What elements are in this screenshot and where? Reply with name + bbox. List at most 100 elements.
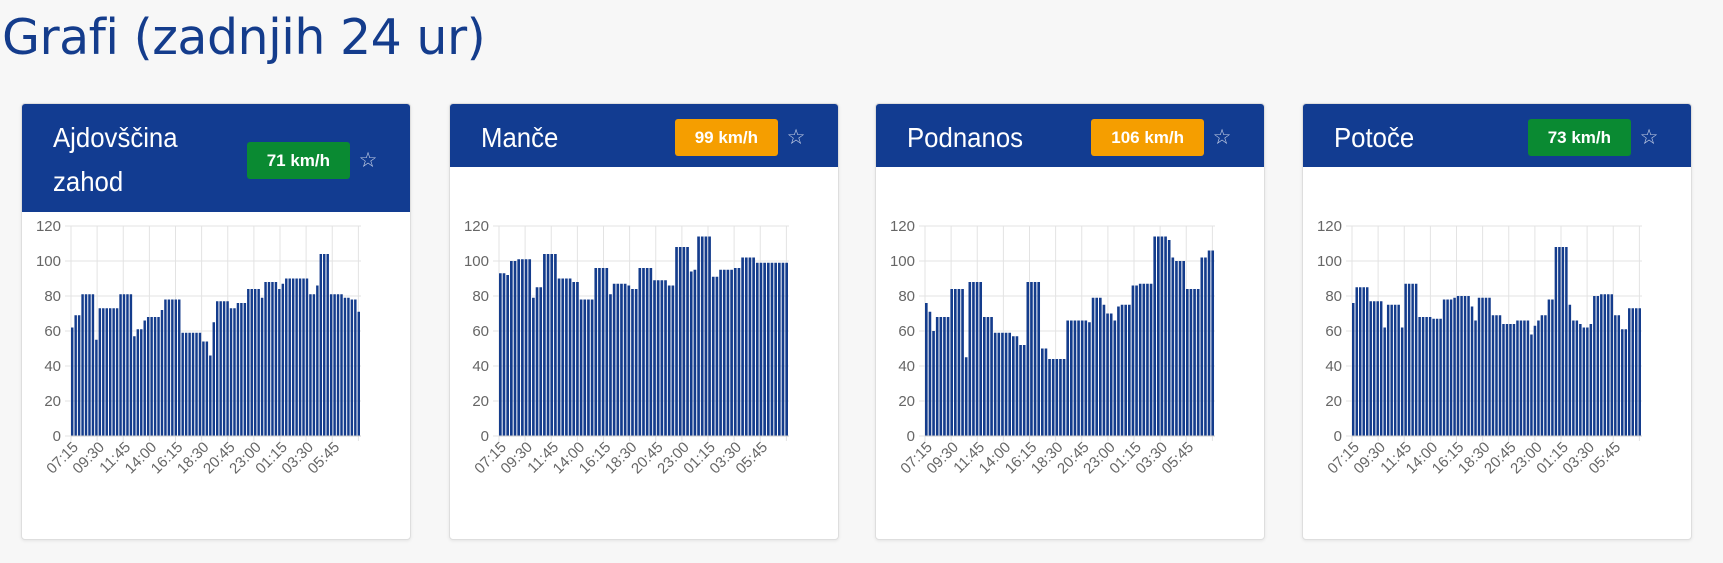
bar [350,299,354,436]
bar [983,317,986,436]
bar [972,282,975,436]
bar [236,303,240,436]
bar [133,336,136,436]
bar [305,278,309,436]
y-tick-label: 60 [898,323,915,340]
bar [250,289,253,436]
bar [1012,336,1015,436]
bar [755,262,759,436]
y-tick-label: 120 [890,218,915,235]
bar [247,289,250,436]
speed-chart: 02040608010012007:1509:3011:4514:0016:15… [36,218,361,477]
bar [1411,283,1414,436]
bar [1099,297,1102,436]
bar [1106,313,1109,436]
bar [689,271,693,436]
bar [1516,320,1519,436]
speed-badge: 73 km/h [1527,119,1631,156]
bar [347,297,350,436]
bar [1120,304,1124,436]
bar [653,280,656,436]
bar [1456,296,1460,436]
bar [1189,289,1193,436]
bar [997,332,1001,436]
bar [302,278,305,436]
bar [1579,324,1582,436]
bar [267,282,271,436]
bar [167,299,171,436]
bar [1624,329,1628,436]
bar [979,282,983,436]
y-tick-label: 20 [44,393,61,410]
bar [1376,301,1379,436]
bar [1365,287,1369,436]
station-name: Podnanos [907,122,1024,153]
bar [517,259,521,436]
bar [171,299,174,436]
star-icon[interactable]: ☆ [358,149,378,172]
bar [157,317,160,436]
bar [975,282,979,436]
bar [774,262,777,436]
bar [136,329,140,436]
bar [298,278,302,436]
bar [737,268,741,436]
bar [590,299,594,436]
bar [1603,294,1607,436]
bar [667,285,671,436]
bar [1537,320,1540,436]
bar [1470,306,1474,436]
card-header: Manče 99 km/h ☆ [450,104,838,167]
bar [1428,317,1432,436]
bar [986,317,990,436]
bar [521,259,524,436]
bar [105,308,108,436]
star-icon[interactable]: ☆ [786,126,806,149]
bar [1175,261,1178,436]
bar [1586,327,1589,436]
y-tick-label: 20 [472,393,489,410]
bar [1547,299,1551,436]
bar [1022,345,1026,436]
bar [1446,299,1449,436]
bar [1077,320,1080,436]
star-icon[interactable]: ☆ [1212,126,1232,149]
bar [554,254,557,436]
bar [1610,294,1614,436]
bar [119,294,122,436]
bar [229,308,233,436]
bar [1352,303,1355,436]
bar [1488,297,1491,436]
bar [763,262,766,436]
bar [693,269,697,436]
star-icon[interactable]: ☆ [1639,126,1659,149]
bar [777,262,781,436]
bar [722,269,726,436]
bar [1432,318,1435,436]
bar [1070,320,1073,436]
bar [587,299,590,436]
bar [1561,247,1565,436]
bar [579,299,583,436]
bar [1066,320,1070,436]
bar [329,294,333,436]
y-tick-label: 60 [1325,323,1342,340]
bar [84,294,88,436]
y-tick-label: 0 [1334,428,1342,445]
bar [961,289,964,436]
bar [1607,294,1610,436]
bar [357,311,360,436]
bar [1414,283,1418,436]
bar [219,301,222,436]
bar [1062,359,1066,436]
bar [1474,320,1477,436]
bar [645,268,649,436]
bar [233,308,236,436]
y-tick-label: 80 [44,288,61,305]
bar [354,299,357,436]
bar [631,289,634,436]
bar [935,317,939,436]
bar [528,259,532,436]
card-header: Podnanos 106 km/h ☆ [876,104,1264,167]
bar [74,315,77,436]
